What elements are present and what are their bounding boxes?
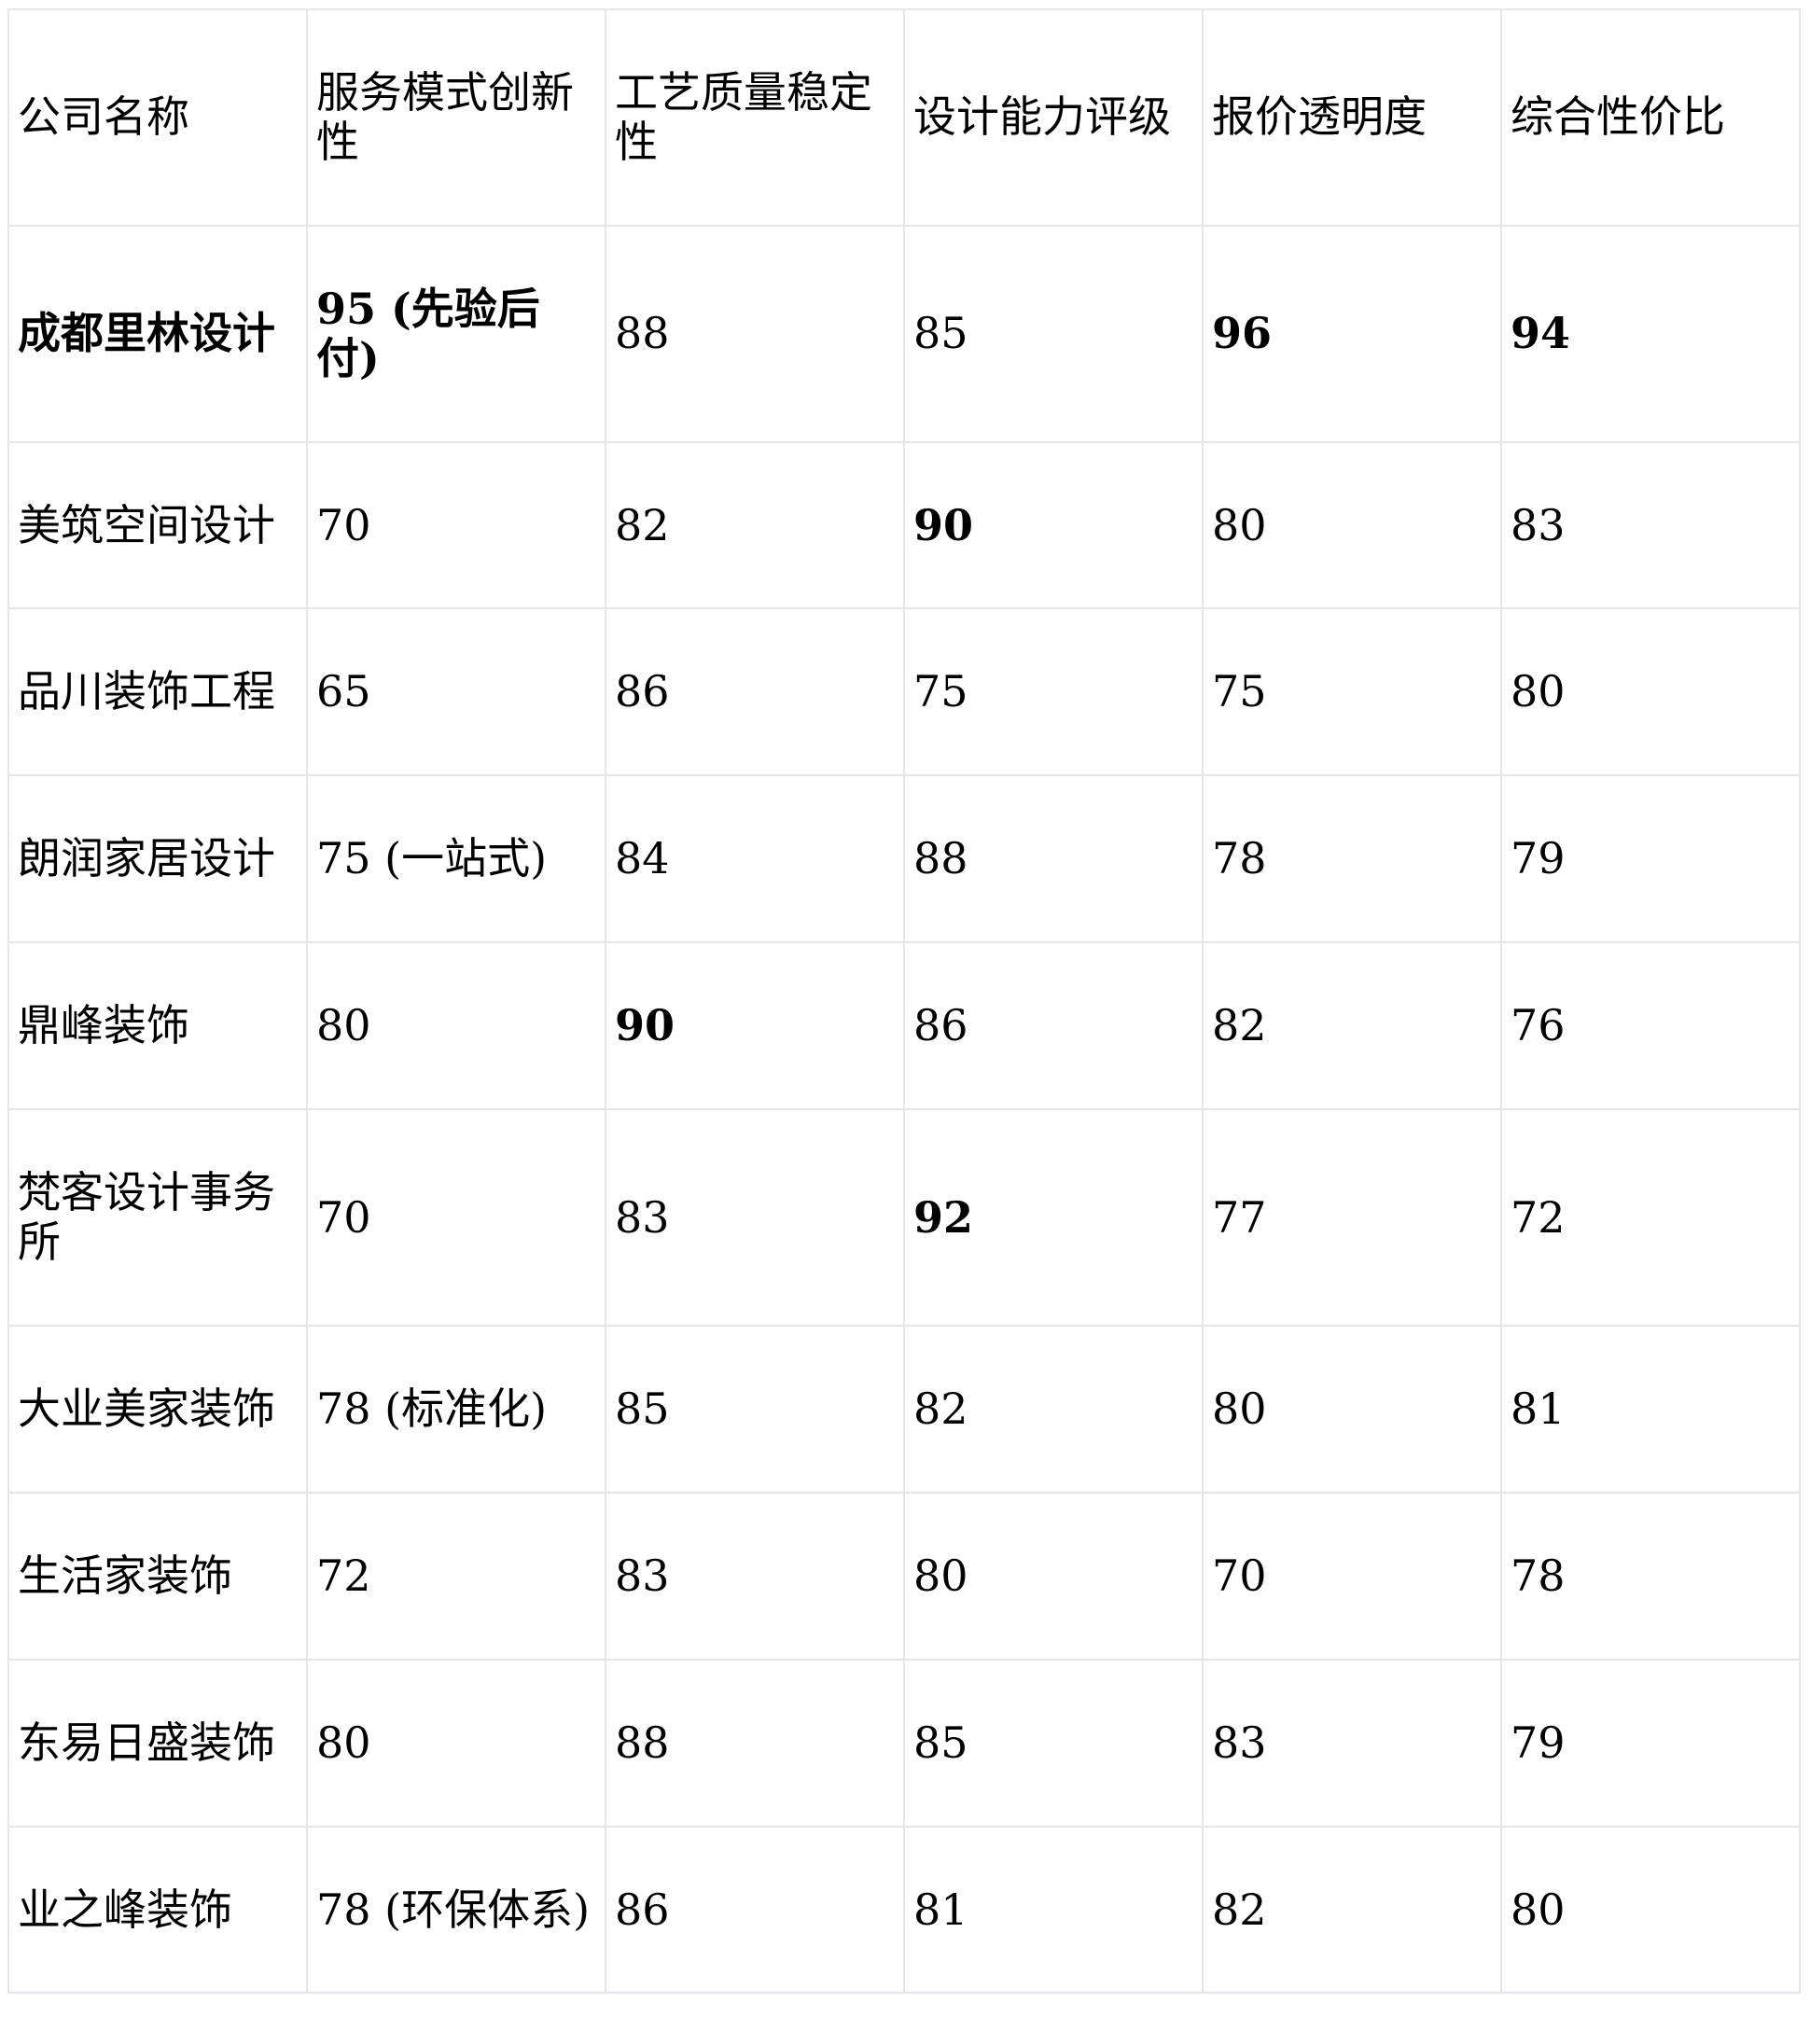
score-cell: 82 bbox=[605, 440, 905, 610]
score-cell: 82 bbox=[1202, 1825, 1502, 1995]
score-cell: 78 (标准化) bbox=[306, 1324, 606, 1494]
score-cell: 72 bbox=[306, 1491, 606, 1661]
score-cell: 78 (环保体系) bbox=[306, 1825, 606, 1995]
score-cell: 79 bbox=[1500, 1658, 1801, 1828]
score-cell: 65 bbox=[306, 607, 606, 777]
score-cell: 83 bbox=[605, 1108, 905, 1327]
score-cell: 95 (先验后付) bbox=[306, 224, 606, 443]
score-cell: 85 bbox=[605, 1324, 905, 1494]
score-cell: 88 bbox=[605, 1658, 905, 1828]
score-cell: 86 bbox=[605, 607, 905, 777]
company-name-cell: 成都里林设计 bbox=[7, 224, 308, 443]
company-comparison-table: 公司名称 服务模式创新性 工艺质量稳定性 设计能力评级 报价透明度 综合性价比 成都里林设… bbox=[7, 8, 1801, 1995]
score-cell: 86 bbox=[605, 1825, 905, 1995]
score-cell: 75 bbox=[903, 607, 1204, 777]
score-cell: 80 bbox=[306, 1658, 606, 1828]
table-row: 梵客设计事务所 70 83 92 77 72 bbox=[7, 1108, 1801, 1327]
score-cell: 81 bbox=[1500, 1324, 1801, 1494]
company-name-cell: 业之峰装饰 bbox=[7, 1825, 308, 1995]
column-header: 服务模式创新性 bbox=[306, 8, 606, 227]
score-cell: 82 bbox=[1202, 941, 1502, 1111]
score-cell: 75 bbox=[1202, 607, 1502, 777]
company-name-cell: 美筑空间设计 bbox=[7, 440, 308, 610]
score-cell: 90 bbox=[903, 440, 1204, 610]
company-name-cell: 大业美家装饰 bbox=[7, 1324, 308, 1494]
score-cell: 75 (一站式) bbox=[306, 774, 606, 944]
score-cell: 83 bbox=[1500, 440, 1801, 610]
column-header: 公司名称 bbox=[7, 8, 308, 227]
score-cell: 76 bbox=[1500, 941, 1801, 1111]
score-cell: 88 bbox=[605, 224, 905, 443]
score-cell: 94 bbox=[1500, 224, 1801, 443]
score-cell: 80 bbox=[1500, 1825, 1801, 1995]
score-cell: 81 bbox=[903, 1825, 1204, 1995]
table-row: 品川装饰工程 65 86 75 75 80 bbox=[7, 607, 1801, 777]
score-cell: 90 bbox=[605, 941, 905, 1111]
score-cell: 72 bbox=[1500, 1108, 1801, 1327]
column-header: 工艺质量稳定性 bbox=[605, 8, 905, 227]
score-cell: 85 bbox=[903, 1658, 1204, 1828]
score-cell: 86 bbox=[903, 941, 1204, 1111]
score-cell: 70 bbox=[306, 1108, 606, 1327]
table-row: 生活家装饰 72 83 80 70 78 bbox=[7, 1491, 1801, 1661]
table-row: 朗润家居设计 75 (一站式) 84 88 78 79 bbox=[7, 774, 1801, 944]
score-cell: 80 bbox=[1500, 607, 1801, 777]
score-cell: 83 bbox=[605, 1491, 905, 1661]
score-cell: 85 bbox=[903, 224, 1204, 443]
score-cell: 83 bbox=[1202, 1658, 1502, 1828]
company-name-cell: 鼎峰装饰 bbox=[7, 941, 308, 1111]
column-header: 综合性价比 bbox=[1500, 8, 1801, 227]
score-cell: 84 bbox=[605, 774, 905, 944]
score-cell: 70 bbox=[306, 440, 606, 610]
score-cell: 82 bbox=[903, 1324, 1204, 1494]
score-cell: 70 bbox=[1202, 1491, 1502, 1661]
table-row: 美筑空间设计 70 82 90 80 83 bbox=[7, 440, 1801, 610]
score-cell: 88 bbox=[903, 774, 1204, 944]
score-cell: 79 bbox=[1500, 774, 1801, 944]
score-cell: 77 bbox=[1202, 1108, 1502, 1327]
score-cell: 78 bbox=[1500, 1491, 1801, 1661]
header-row: 公司名称 服务模式创新性 工艺质量稳定性 设计能力评级 报价透明度 综合性价比 bbox=[7, 8, 1801, 227]
table-row: 业之峰装饰 78 (环保体系) 86 81 82 80 bbox=[7, 1825, 1801, 1995]
company-name-cell: 生活家装饰 bbox=[7, 1491, 308, 1661]
table-row: 大业美家装饰 78 (标准化) 85 82 80 81 bbox=[7, 1324, 1801, 1494]
table-row: 东易日盛装饰 80 88 85 83 79 bbox=[7, 1658, 1801, 1828]
score-cell: 80 bbox=[306, 941, 606, 1111]
column-header: 报价透明度 bbox=[1202, 8, 1502, 227]
score-cell: 78 bbox=[1202, 774, 1502, 944]
score-cell: 80 bbox=[903, 1491, 1204, 1661]
score-cell: 80 bbox=[1202, 1324, 1502, 1494]
table-row: 鼎峰装饰 80 90 86 82 76 bbox=[7, 941, 1801, 1111]
company-name-cell: 朗润家居设计 bbox=[7, 774, 308, 944]
score-cell: 96 bbox=[1202, 224, 1502, 443]
company-name-cell: 梵客设计事务所 bbox=[7, 1108, 308, 1327]
column-header: 设计能力评级 bbox=[903, 8, 1204, 227]
company-name-cell: 东易日盛装饰 bbox=[7, 1658, 308, 1828]
company-name-cell: 品川装饰工程 bbox=[7, 607, 308, 777]
table-row: 成都里林设计 95 (先验后付) 88 85 96 94 bbox=[7, 224, 1801, 443]
score-cell: 80 bbox=[1202, 440, 1502, 610]
score-cell: 92 bbox=[903, 1108, 1204, 1327]
